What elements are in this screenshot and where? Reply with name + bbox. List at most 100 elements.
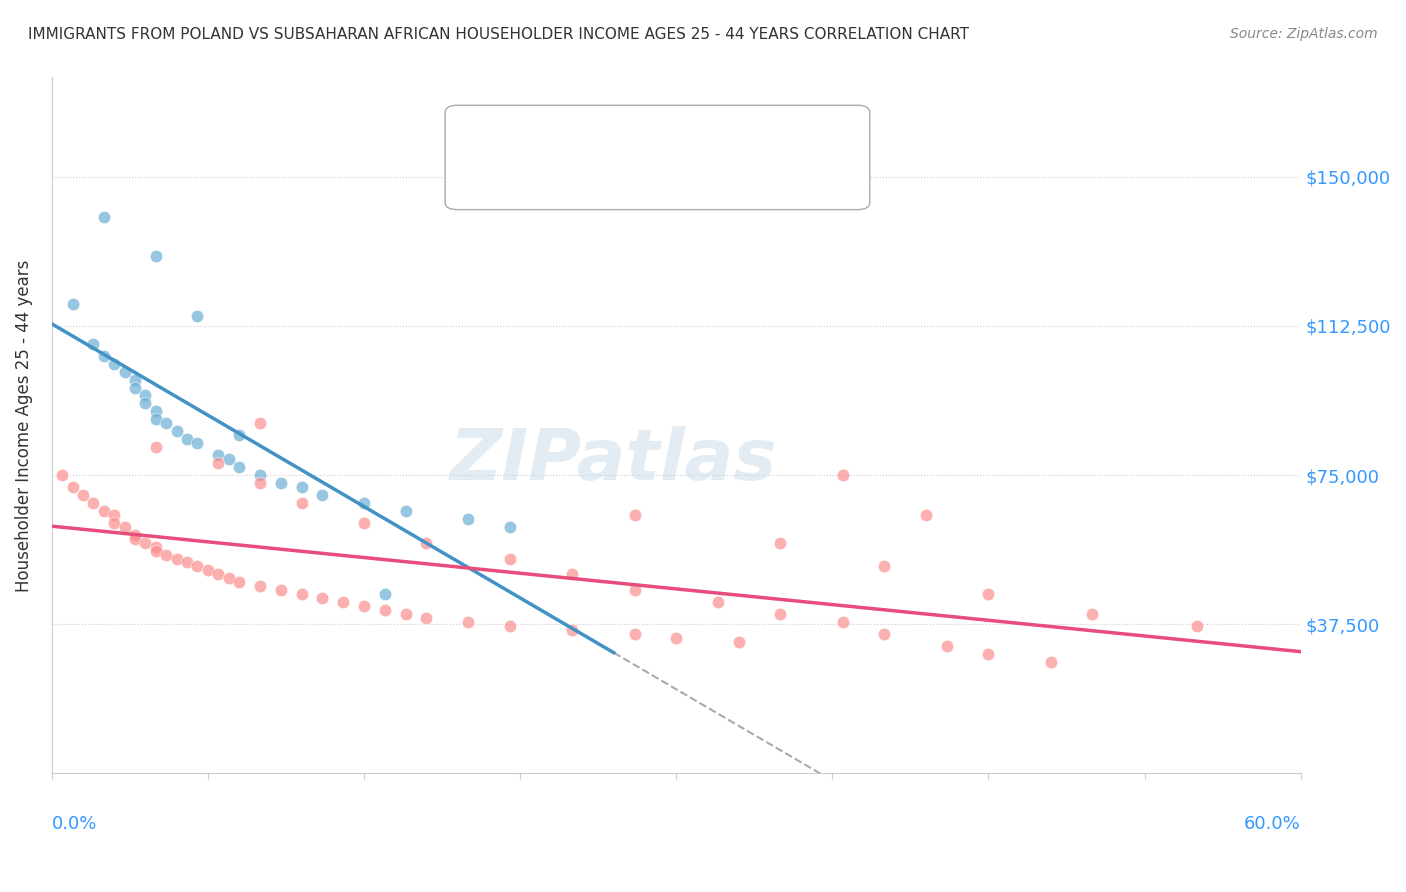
Point — [145, 404, 167, 418]
Point — [176, 432, 198, 446]
Point — [977, 587, 1000, 601]
Point — [93, 210, 115, 224]
Point — [623, 583, 645, 598]
Point — [623, 508, 645, 522]
Point — [394, 504, 416, 518]
Point — [873, 627, 896, 641]
Point — [499, 619, 522, 633]
Point — [145, 543, 167, 558]
Point — [1081, 607, 1104, 622]
Point — [145, 412, 167, 426]
Text: 60.0%: 60.0% — [1244, 815, 1301, 833]
Text: ZIPatlas: ZIPatlas — [450, 425, 778, 494]
Point — [228, 428, 250, 442]
Point — [228, 460, 250, 475]
Text: Source: ZipAtlas.com: Source: ZipAtlas.com — [1230, 27, 1378, 41]
Point — [290, 587, 312, 601]
Point — [457, 615, 479, 629]
Point — [332, 595, 354, 609]
Legend: R =  -0.511   N = 28, R =  -0.508   N = 61: R = -0.511 N = 28, R = -0.508 N = 61 — [560, 107, 780, 165]
Point — [228, 575, 250, 590]
Point — [769, 535, 792, 549]
Point — [145, 440, 167, 454]
Point — [353, 516, 375, 530]
Point — [134, 535, 156, 549]
Point — [499, 551, 522, 566]
Point — [457, 512, 479, 526]
FancyBboxPatch shape — [446, 105, 870, 210]
Text: 0.0%: 0.0% — [52, 815, 97, 833]
Point — [290, 480, 312, 494]
Point — [415, 535, 437, 549]
Point — [186, 559, 208, 574]
Point — [62, 297, 84, 311]
Point — [353, 496, 375, 510]
Point — [707, 595, 730, 609]
Point — [290, 496, 312, 510]
Point — [124, 532, 146, 546]
Point — [249, 475, 271, 490]
Point — [134, 396, 156, 410]
Point — [124, 527, 146, 541]
Point — [155, 548, 177, 562]
Point — [93, 349, 115, 363]
Point — [561, 623, 583, 637]
Point — [51, 468, 73, 483]
Point — [207, 567, 229, 582]
Point — [623, 627, 645, 641]
Point — [207, 456, 229, 470]
Point — [831, 468, 853, 483]
Point — [727, 635, 749, 649]
Point — [62, 480, 84, 494]
Point — [353, 599, 375, 614]
Point — [831, 615, 853, 629]
Text: IMMIGRANTS FROM POLAND VS SUBSAHARAN AFRICAN HOUSEHOLDER INCOME AGES 25 - 44 YEA: IMMIGRANTS FROM POLAND VS SUBSAHARAN AFR… — [28, 27, 969, 42]
Point — [1039, 655, 1062, 669]
Point — [499, 519, 522, 533]
Point — [103, 357, 125, 371]
Point — [374, 603, 396, 617]
Point — [218, 571, 240, 585]
Point — [311, 488, 333, 502]
Point — [166, 424, 188, 438]
Point — [561, 567, 583, 582]
Point — [935, 639, 957, 653]
Point — [93, 504, 115, 518]
Point — [270, 583, 292, 598]
Point — [124, 373, 146, 387]
Point — [82, 336, 104, 351]
Point — [197, 563, 219, 577]
Point — [186, 436, 208, 450]
Point — [873, 559, 896, 574]
Point — [249, 579, 271, 593]
Point — [124, 380, 146, 394]
Point — [72, 488, 94, 502]
Point — [249, 468, 271, 483]
Point — [155, 417, 177, 431]
Point — [249, 417, 271, 431]
Point — [374, 587, 396, 601]
Point — [270, 475, 292, 490]
Point — [82, 496, 104, 510]
Y-axis label: Householder Income Ages 25 - 44 years: Householder Income Ages 25 - 44 years — [15, 260, 32, 591]
Point — [145, 540, 167, 554]
Point — [915, 508, 938, 522]
Point — [769, 607, 792, 622]
Point — [311, 591, 333, 606]
Point — [218, 452, 240, 467]
Point — [145, 249, 167, 263]
Point — [176, 556, 198, 570]
Point — [394, 607, 416, 622]
Point — [186, 309, 208, 323]
Point — [114, 365, 136, 379]
Point — [665, 631, 688, 645]
Point — [114, 519, 136, 533]
Point — [134, 388, 156, 402]
Point — [103, 516, 125, 530]
Point — [207, 448, 229, 462]
Point — [166, 551, 188, 566]
Point — [1185, 619, 1208, 633]
Point — [415, 611, 437, 625]
Point — [103, 508, 125, 522]
Point — [977, 647, 1000, 661]
